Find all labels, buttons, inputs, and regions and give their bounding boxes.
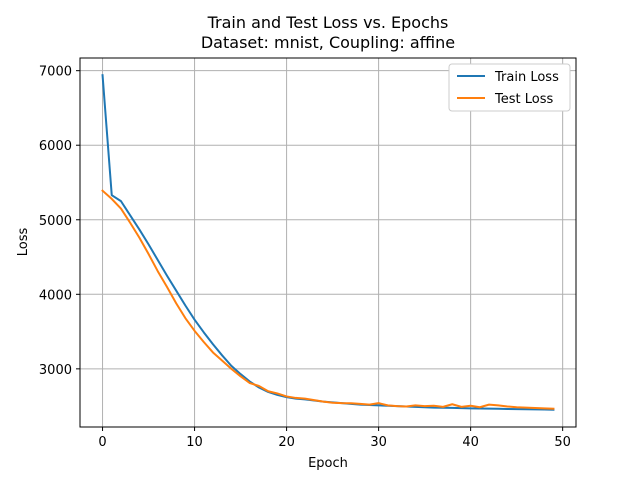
x-tick-label: 10	[186, 435, 203, 450]
y-tick-label: 3000	[39, 363, 72, 378]
x-tick-label: 50	[554, 435, 571, 450]
series-layer	[101, 74, 555, 411]
y-tick-label: 6000	[39, 139, 72, 154]
y-tick-label: 5000	[39, 214, 72, 229]
y-tick-label: 4000	[39, 288, 72, 303]
legend: Train Loss Test Loss	[448, 63, 571, 112]
legend-label-train-loss: Train Loss	[494, 70, 559, 85]
y-tick-label: 7000	[39, 65, 72, 80]
chart-subtitle: Dataset: mnist, Coupling: affine	[201, 33, 455, 52]
x-tick-label: 40	[462, 435, 479, 450]
series-line-test-loss	[101, 189, 555, 410]
axis-ticks: 0 10 20 30 40 50 3000 4000 5000 6000 7000	[39, 65, 571, 450]
grid-lines	[80, 58, 576, 427]
x-tick-label: 0	[98, 435, 106, 450]
legend-label-test-loss: Test Loss	[494, 92, 553, 107]
y-axis-label: Loss	[16, 228, 31, 257]
plot-frame	[79, 57, 577, 428]
series-line-train-loss	[101, 74, 555, 411]
chart-title: Train and Test Loss vs. Epochs	[207, 13, 449, 32]
x-tick-label: 30	[370, 435, 387, 450]
x-axis-label: Epoch	[308, 456, 348, 471]
x-tick-label: 20	[278, 435, 295, 450]
